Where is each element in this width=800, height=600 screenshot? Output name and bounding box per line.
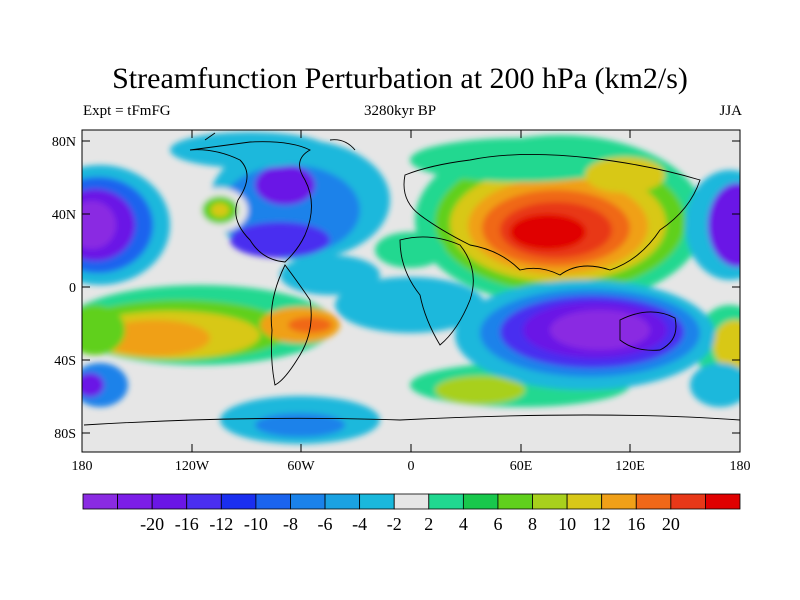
lat-label-80s: 80S <box>54 427 76 442</box>
colorbar-swatch <box>290 493 326 510</box>
lon-label-120e: 120E <box>615 459 645 474</box>
colorbar-swatch <box>151 493 188 510</box>
colorbar-swatch <box>462 493 499 510</box>
colorbar-swatch <box>601 493 637 510</box>
colorbar-label: 20 <box>662 514 680 534</box>
experiment-label: Expt = tFmFG <box>83 103 171 119</box>
lon-label-60w: 60W <box>287 459 315 474</box>
colorbar-swatch <box>255 493 291 510</box>
lon-label-120w: 120W <box>175 459 210 474</box>
lat-label-80n: 80N <box>52 135 76 150</box>
colorbar-label: 2 <box>424 514 433 534</box>
colorbar-swatch <box>497 493 533 510</box>
colorbar-swatch <box>220 493 257 510</box>
colorbar-swatch <box>670 493 706 510</box>
lat-label-0: 0 <box>69 281 76 296</box>
colorbar-label: 12 <box>593 514 611 534</box>
colorbar <box>82 493 741 510</box>
season-label: JJA <box>719 103 742 119</box>
colorbar-swatch <box>324 493 361 510</box>
coastlines <box>83 132 740 426</box>
longitude-labels: 180 120W 60W 0 60E 120E 180 <box>72 459 751 474</box>
colorbar-label: -10 <box>244 514 268 534</box>
colorbar-swatch <box>359 493 395 510</box>
colorbar-swatch <box>635 493 672 510</box>
colorbar-swatch <box>705 493 741 510</box>
lon-label-0: 0 <box>408 459 415 474</box>
axis-ticks <box>81 130 741 452</box>
lat-label-40s: 40S <box>54 354 76 369</box>
colorbar-label: 4 <box>459 514 468 534</box>
colorbar-label: -4 <box>352 514 367 534</box>
colorbar-label: 8 <box>528 514 537 534</box>
colorbar-label: 16 <box>627 514 645 534</box>
lon-label-180w: 180 <box>72 459 93 474</box>
contour-field <box>82 130 740 452</box>
latitude-labels: 80N 40N 0 40S 80S <box>52 135 76 442</box>
colorbar-swatch <box>117 493 153 510</box>
colorbar-label: -16 <box>175 514 199 534</box>
lat-label-40n: 40N <box>52 208 76 223</box>
colorbar-swatch <box>532 493 568 510</box>
colorbar-swatch <box>566 493 603 510</box>
chart-title: Streamfunction Perturbation at 200 hPa (… <box>112 62 688 95</box>
lon-label-60e: 60E <box>510 459 533 474</box>
lon-label-180e: 180 <box>730 459 751 474</box>
colorbar-label: -20 <box>140 514 164 534</box>
colorbar-swatch <box>393 493 430 510</box>
colorbar-swatch <box>186 493 222 510</box>
colorbar-labels: -20 -16 -12 -10 -8 -6 -4 -2 2 4 6 8 10 12 16 20 <box>140 514 680 534</box>
colorbar-label: -6 <box>318 514 333 534</box>
colorbar-label: 6 <box>493 514 502 534</box>
time-label: 3280kyr BP <box>363 103 437 119</box>
colorbar-swatch <box>428 493 464 510</box>
colorbar-label: -12 <box>209 514 233 534</box>
colorbar-swatch <box>82 493 118 510</box>
colorbar-label: -8 <box>283 514 298 534</box>
colorbar-label: -2 <box>387 514 402 534</box>
colorbar-label: 10 <box>558 514 576 534</box>
